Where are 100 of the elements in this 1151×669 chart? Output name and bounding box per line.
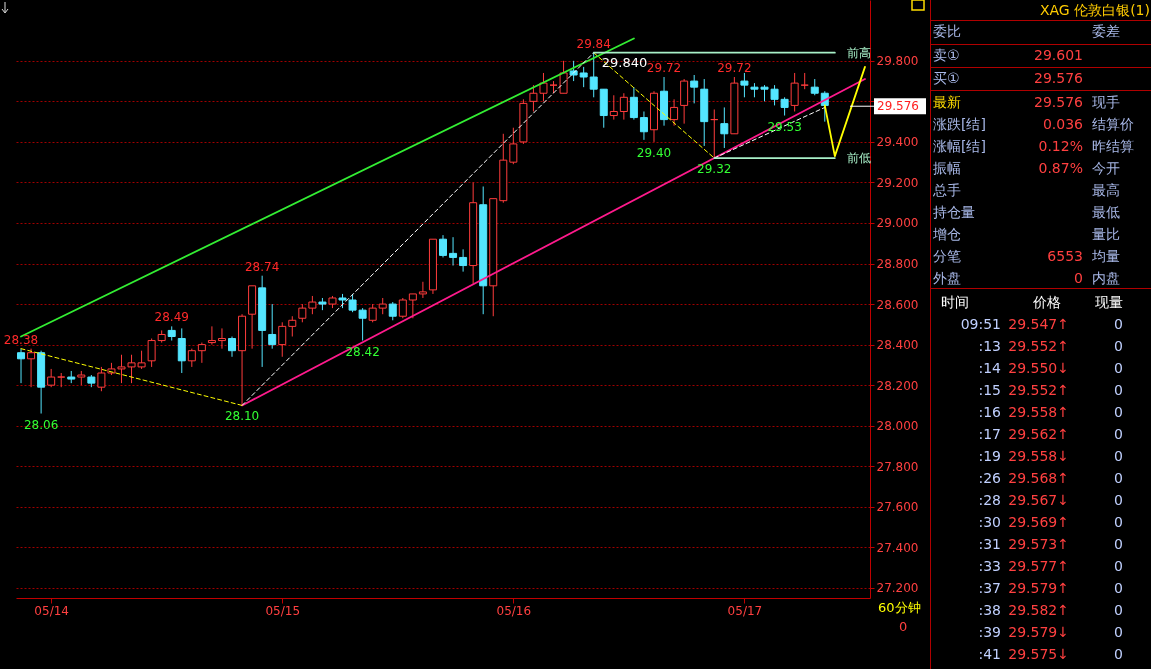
text: 28.38 (3, 332, 39, 347)
text: 29.72 (646, 61, 682, 76)
text: 最新 (933, 94, 961, 110)
text: 0 (1114, 492, 1123, 508)
candlestick (720, 106, 729, 149)
x-tick-label: 05/17 (727, 603, 763, 618)
text: :19 (978, 448, 1001, 464)
candlestick (609, 94, 618, 121)
text: 0 (899, 619, 908, 634)
text: 总手 (933, 182, 961, 198)
text: 0 (1114, 514, 1123, 530)
candlestick (288, 315, 297, 337)
candlestick (368, 303, 377, 323)
candlestick (228, 336, 237, 358)
text: :38 (978, 602, 1001, 618)
text: 0 (1114, 426, 1123, 442)
text: 29.569↑ (1008, 514, 1069, 530)
text: 现手 (1092, 94, 1120, 110)
text: 卖① (933, 47, 960, 63)
text: 今开 (1092, 160, 1120, 176)
ref-line-label: 29.576 (877, 99, 919, 114)
text: 昨结算 (1092, 138, 1134, 154)
candlestick (459, 248, 468, 273)
text: 0.87% (1038, 160, 1083, 176)
candlestick (308, 295, 317, 315)
text: 09:51 (960, 316, 1001, 332)
text: 0 (1114, 338, 1123, 354)
candlestick (147, 338, 156, 368)
y-tick-label: 27.600 (876, 500, 919, 515)
candlestick (559, 60, 568, 94)
candlestick (509, 127, 518, 165)
candlestick (388, 301, 397, 321)
candlestick (207, 325, 216, 346)
candlestick (27, 348, 36, 388)
candlestick (790, 72, 799, 112)
text: 29.577↑ (1008, 558, 1069, 574)
text: 28.06 (23, 417, 59, 432)
text: 涨幅[结] (933, 138, 986, 154)
text: 0 (1114, 448, 1123, 464)
text: :13 (978, 338, 1001, 354)
text: 29.576 (1034, 94, 1083, 110)
text: 29.575↓ (1008, 646, 1069, 662)
candlestick (579, 66, 588, 88)
candlestick (408, 293, 417, 319)
candlestick (298, 303, 307, 323)
text: 29.32 (697, 162, 732, 177)
text: 0 (1114, 316, 1123, 332)
text: 最高 (1092, 182, 1120, 198)
text: 28.10 (224, 409, 260, 424)
text: 29.552↑ (1008, 382, 1069, 398)
text: 0.036 (1042, 116, 1083, 132)
text: 0 (1114, 382, 1123, 398)
candlestick (619, 92, 628, 121)
text: 28.49 (154, 310, 189, 325)
text: 结算价 (1092, 116, 1134, 132)
text: :16 (978, 404, 1001, 420)
text: 买① (933, 70, 960, 86)
candlestick (629, 86, 638, 121)
text: 29.582↑ (1008, 602, 1069, 618)
text: 时间 (941, 294, 969, 310)
text: 外盘 (933, 270, 961, 286)
text: 28.74 (244, 259, 280, 274)
y-tick-label: 29.200 (876, 175, 919, 190)
text: 量比 (1092, 226, 1120, 242)
text: 涨跌[结] (933, 116, 986, 132)
candlestick (740, 72, 749, 98)
text: 29.558↓ (1008, 448, 1069, 464)
y-tick-label: 29.000 (876, 216, 919, 231)
candlestick (278, 321, 287, 358)
candlestick (47, 368, 56, 388)
text: 委差 (1092, 23, 1120, 39)
text: 0 (1114, 536, 1123, 552)
text: 0 (1114, 602, 1123, 618)
text: 增仓 (933, 226, 961, 242)
text: :15 (978, 382, 1001, 398)
candlestick (187, 348, 196, 368)
text: 0 (1114, 580, 1123, 596)
text: 均量 (1092, 248, 1120, 264)
y-tick-label: 29.800 (876, 54, 919, 69)
y-tick-label: 27.800 (876, 459, 919, 474)
text: 29.567↓ (1008, 492, 1069, 508)
text: :41 (978, 646, 1001, 662)
text: 委比 (933, 23, 961, 39)
x-tick-label: 05/14 (34, 603, 69, 618)
y-tick-label: 28.600 (876, 297, 919, 312)
text: 0 (1114, 558, 1123, 574)
y-tick-label: 28.400 (876, 338, 919, 353)
candlestick (268, 303, 277, 350)
text: 29.562↑ (1008, 426, 1069, 442)
candlestick (670, 98, 679, 127)
y-tick-label: 28.200 (876, 378, 919, 393)
x-tick-label: 05/15 (265, 603, 301, 618)
text: 价格 (1033, 294, 1061, 310)
y-tick-label: 28.800 (876, 257, 919, 272)
y-tick-label: 27.200 (876, 581, 919, 596)
text: 29.84 (576, 36, 611, 51)
candlestick (217, 327, 226, 350)
text: 29.40 (636, 145, 672, 160)
data-label: 29.840 (601, 54, 648, 70)
candlestick (418, 281, 427, 299)
